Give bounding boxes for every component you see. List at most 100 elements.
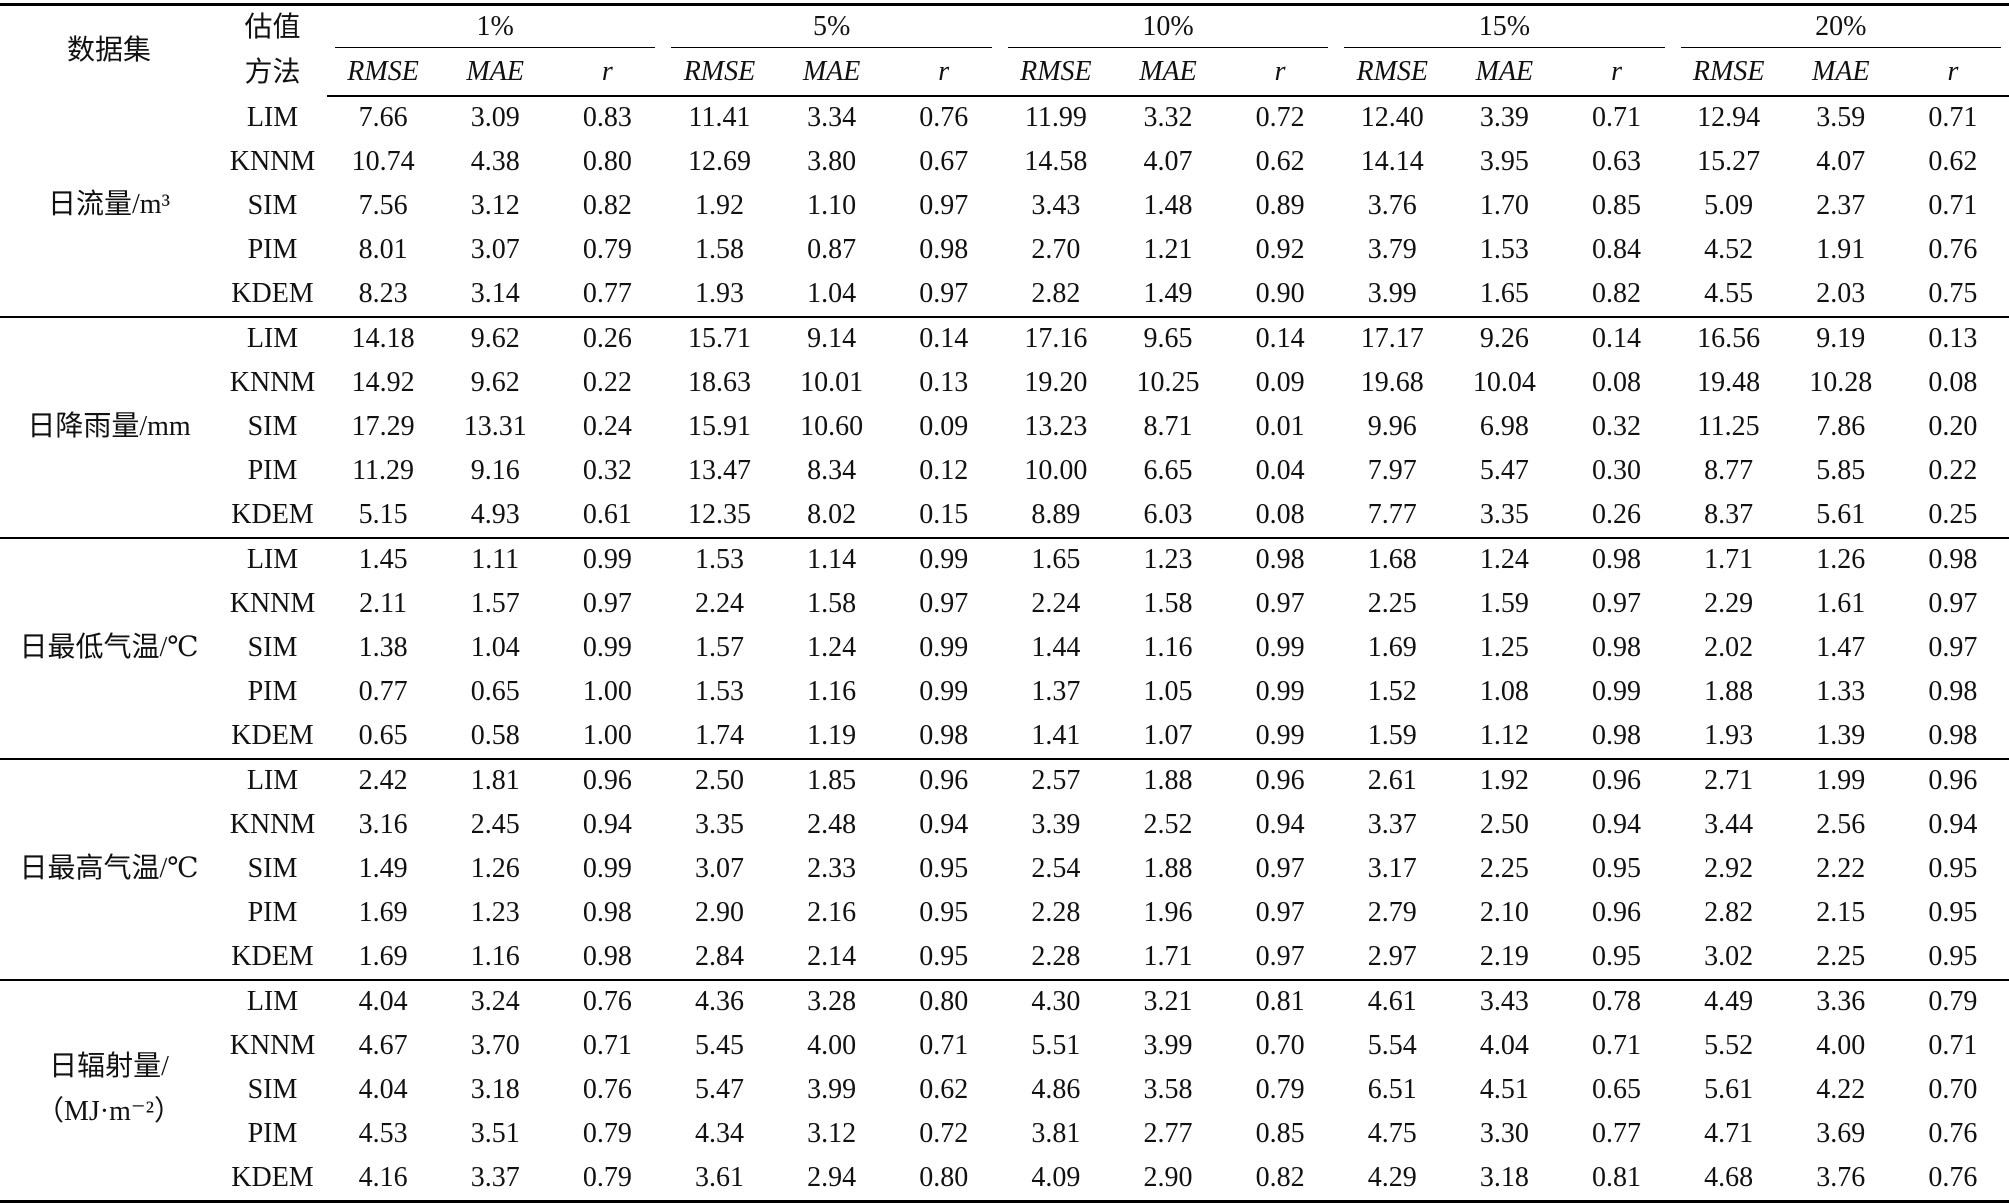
value-cell: 0.65 [470,675,520,707]
value-cell: 0.77 [1592,1117,1642,1149]
value-cell: 0.99 [1255,675,1305,707]
value-cell: 5.61 [1784,492,1897,539]
value-cell: 16.56 [1697,323,1761,355]
value-cell: 7.97 [1367,454,1417,486]
table-body: 日流量/m³ LIM 7.66 3.09 0.83 11.41 3.34 0.76 11.99 3… [0,95,2009,1203]
value-cell: 0.97 [1255,588,1305,620]
value-cell: 3.44 [1704,809,1754,841]
value-cell: 0.98 [919,233,969,265]
value-cell: 0.95 [1928,896,1978,928]
value-cell: 0.97 [1928,632,1978,664]
value-cell: 9.16 [470,454,520,486]
value-cell: 0.82 [582,190,632,222]
value-cell: 9.65 [1143,323,1193,355]
value-cell: 0.99 [1592,675,1642,707]
method-cell: KNNM [229,367,316,399]
value-cell: 11.29 [352,454,415,486]
value-cell: 0.62 [1928,146,1978,178]
value-cell: 4.16 [327,1155,440,1203]
value-cell: 0.58 [439,713,552,760]
value-cell: 12.69 [687,146,751,178]
value-cell: 1.74 [663,713,776,760]
method-cell: SIM [247,632,298,664]
value-cell: 2.45 [470,809,520,841]
value-cell: 3.35 [1448,492,1561,539]
method-cell: KNNM [229,809,316,841]
value-cell: 14.92 [351,367,415,399]
header-row: 数据集 估值 方法 1% 5% 10% 15% 20% [0,2,2009,96]
value-cell: 1.81 [470,765,520,797]
value-cell: 0.77 [551,271,664,318]
value-cell: 3.43 [1031,190,1081,222]
value-cell: 0.97 [919,588,969,620]
value-cell: 13.47 [687,454,751,486]
value-cell: 3.34 [807,102,857,134]
value-cell: 0.98 [1592,632,1642,664]
value-cell: 0.99 [919,675,969,707]
value-cell: 0.30 [1592,454,1642,486]
value-cell: 1.57 [694,632,744,664]
value-cell: 3.81 [1031,1117,1081,1149]
dataset-label-line: 日辐射量/ [49,1051,169,1083]
metric-header: RMSE [663,49,776,97]
value-cell: 0.97 [1928,588,1978,620]
value-cell: 1.53 [694,675,744,707]
value-cell: 6.03 [1111,492,1225,539]
value-cell: 3.99 [1143,1030,1193,1062]
value-cell: 7.56 [358,190,408,222]
method-cell: SIM [247,853,298,885]
value-cell: 1.38 [358,632,408,664]
value-cell: 0.76 [1928,1117,1978,1149]
value-cell: 2.25 [1367,588,1417,620]
value-cell: 0.14 [1255,323,1305,355]
value-cell: 0.81 [1560,1155,1673,1203]
metric-header: RMSE [1336,49,1449,97]
value-cell: 14.18 [351,323,415,355]
value-cell: 18.63 [687,367,751,399]
value-cell: 1.58 [807,588,857,620]
method-cell: KNNM [229,1030,316,1062]
header-row: RMSE MAE r RMSE MAE r RMSE MAE r RMSE MAE r RMSE MAE r [0,49,2009,97]
value-cell: 0.14 [919,323,969,355]
dataset-label: 日降雨量/mm [0,316,218,539]
value-cell: 5.09 [1704,190,1754,222]
value-cell: 1.00 [551,713,664,760]
value-cell: 2.10 [1479,896,1529,928]
value-cell: 0.80 [582,146,632,178]
value-cell: 8.23 [327,271,440,318]
value-cell: 0.96 [1592,896,1642,928]
data-row: SIM 1.38 1.04 0.99 1.57 1.24 0.99 1.44 1.16 0.99 1… [0,626,2009,670]
value-cell: 8.89 [999,492,1112,539]
value-cell: 0.87 [807,233,857,265]
value-cell: 0.79 [551,1155,664,1203]
value-cell: 0.99 [919,632,969,664]
value-cell: 0.79 [1255,1074,1305,1106]
value-cell: 0.13 [1928,323,1978,355]
value-cell: 3.07 [694,853,744,885]
value-cell: 0.76 [582,986,632,1018]
value-cell: 1.37 [1031,675,1081,707]
value-cell: 5.15 [327,492,440,539]
value-cell: 9.14 [807,323,857,355]
value-cell: 10.00 [1024,454,1088,486]
value-cell: 13.31 [463,411,527,443]
value-cell: 19.68 [1360,367,1424,399]
value-cell: 1.69 [358,896,408,928]
value-cell: 15.91 [687,411,751,443]
value-cell: 3.12 [807,1117,857,1149]
value-cell: 4.53 [358,1117,408,1149]
value-cell: 0.99 [582,853,632,885]
data-row: KNNM 4.67 3.70 0.71 5.45 4.00 0.71 5.51 3.99 0.70… [0,1024,2009,1068]
value-cell: 2.54 [1031,853,1081,885]
value-cell: 9.62 [470,323,520,355]
value-cell: 1.53 [1479,233,1529,265]
data-row: KDEM 5.15 4.93 0.61 12.35 8.02 0.15 8.89 6.03 0.0… [0,492,2009,539]
value-cell: 3.07 [470,233,520,265]
value-cell: 1.99 [1816,765,1866,797]
value-cell: 1.88 [1143,853,1193,885]
value-cell: 0.90 [1224,271,1337,318]
data-row: KNNM 2.11 1.57 0.97 2.24 1.58 0.97 2.24 1.58 0.97… [0,582,2009,626]
value-cell: 3.18 [1448,1155,1561,1203]
metric-header: MAE [439,49,552,97]
